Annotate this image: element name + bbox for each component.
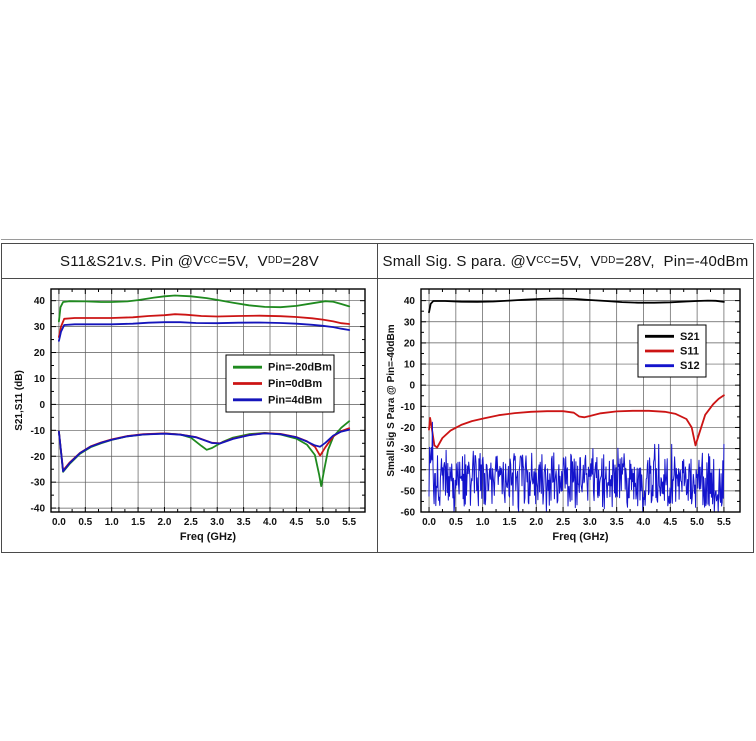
svg-text:2.5: 2.5 — [556, 517, 570, 528]
svg-text:-20: -20 — [401, 423, 416, 434]
chart-left-cell: 0.0 0.5 1.0 1.5 2.0 2.5 3.0 3.5 4.0 4.5 5.0 5.5 -40 -… — [2, 279, 377, 552]
svg-text:2.5: 2.5 — [184, 517, 198, 528]
series-line-S11-Pin4dBm — [58, 428, 351, 473]
series-line-S11-Pin0dBm — [58, 427, 351, 472]
left-chart-title: S11&S21v.s. Pin @V CC =5V, V DD =28V — [60, 252, 319, 270]
grid — [51, 289, 365, 512]
svg-text:20: 20 — [404, 338, 416, 349]
svg-text:5.0: 5.0 — [690, 517, 704, 528]
svg-text:10: 10 — [34, 374, 46, 385]
title-text: =5V, V — [218, 252, 268, 270]
chart-row: 0.0 0.5 1.0 1.5 2.0 2.5 3.0 3.5 4.0 4.5 5.0 5.5 -40 -… — [2, 279, 753, 552]
svg-text:2.0: 2.0 — [529, 517, 543, 528]
svg-text:10: 10 — [404, 360, 416, 371]
legend-label: S12 — [680, 360, 700, 372]
svg-text:2.0: 2.0 — [158, 517, 172, 528]
right-chart-title: Small Sig. S para. @V CC =5V, V DD =28V, Pin… — [377, 244, 753, 278]
chart-s11-s21-vs-pin: 0.0 0.5 1.0 1.5 2.0 2.5 3.0 3.5 4.0 4.5 5.0 5.5 -40 -… — [14, 288, 366, 543]
svg-text:4.0: 4.0 — [263, 517, 277, 528]
series-line-S21-Pin-20dBm — [58, 294, 351, 323]
title-text: Small Sig. S para. @V — [382, 252, 537, 270]
svg-text:-30: -30 — [401, 444, 416, 455]
title-text: =28V, Pin=-40dBm — [615, 252, 749, 270]
svg-text:0: 0 — [39, 400, 45, 411]
legend-label: Pin=-20dBm — [268, 362, 332, 374]
svg-text:3.5: 3.5 — [237, 517, 251, 528]
legend: S21 S11 S12 — [637, 324, 707, 378]
svg-text:40: 40 — [404, 296, 416, 307]
svg-text:5.0: 5.0 — [316, 517, 330, 528]
svg-text:20: 20 — [34, 348, 46, 359]
svg-text:3.5: 3.5 — [610, 517, 624, 528]
svg-text:4.5: 4.5 — [289, 517, 303, 528]
legend-label: S21 — [680, 331, 700, 343]
svg-text:-60: -60 — [401, 508, 416, 519]
title-text: =28V — [282, 252, 319, 270]
svg-text:5.5: 5.5 — [717, 517, 731, 528]
svg-text:40: 40 — [34, 296, 46, 307]
series-group — [428, 297, 725, 512]
svg-text:1.5: 1.5 — [503, 517, 517, 528]
outer-top-rule — [1, 239, 753, 240]
series-line-S11-Pin-20dBm — [58, 420, 351, 488]
plot-frame — [50, 288, 366, 513]
chart-right-cell: 0.0 0.5 1.0 1.5 2.0 2.5 3.0 3.5 4.0 4.5 5.0 5.5 -60 -… — [377, 279, 753, 552]
svg-text:0: 0 — [409, 381, 415, 392]
title-text: S11&S21v.s. Pin @V — [60, 252, 204, 270]
svg-text:30: 30 — [404, 317, 416, 328]
svg-text:0.0: 0.0 — [52, 517, 66, 528]
series-line-S11 — [428, 394, 725, 449]
svg-text:-50: -50 — [401, 486, 416, 497]
s-parameter-results-table: S11&S21v.s. Pin @V CC =5V, V DD =28V Small S… — [1, 243, 754, 553]
tick-labels: 0.0 0.5 1.0 1.5 2.0 2.5 3.0 3.5 4.0 4.5 5.0 5.5 -60 -… — [401, 296, 732, 528]
ticks — [51, 289, 365, 512]
x-axis-label: Freq (GHz) — [180, 531, 237, 543]
svg-text:4.5: 4.5 — [663, 517, 677, 528]
series-line-S12 — [428, 421, 725, 512]
legend-label: Pin=0dBm — [268, 378, 322, 390]
y-axis-label: S21,S11 (dB) — [14, 370, 25, 431]
svg-text:-40: -40 — [31, 504, 46, 515]
svg-text:-30: -30 — [31, 478, 46, 489]
svg-text:1.0: 1.0 — [476, 517, 490, 528]
svg-text:-10: -10 — [31, 426, 46, 437]
legend-label: S11 — [680, 346, 699, 358]
chart-small-signal-s-params: 0.0 0.5 1.0 1.5 2.0 2.5 3.0 3.5 4.0 4.5 5.0 5.5 -60 -… — [386, 288, 741, 543]
plot-frame — [420, 288, 741, 513]
tick-labels: 0.0 0.5 1.0 1.5 2.0 2.5 3.0 3.5 4.0 4.5 5.0 5.5 -40 -… — [31, 296, 357, 528]
title-text: =5V, V — [551, 252, 601, 270]
svg-text:1.5: 1.5 — [131, 517, 145, 528]
series-group — [58, 294, 351, 488]
ticks — [421, 289, 740, 513]
legend: Pin=-20dBm Pin=0dBm Pin=4dBm — [225, 354, 335, 413]
svg-text:0.5: 0.5 — [78, 517, 92, 528]
svg-text:-20: -20 — [31, 452, 46, 463]
series-line-S21-Pin0dBm — [58, 313, 351, 338]
series-line-S21 — [428, 297, 725, 314]
svg-text:4.0: 4.0 — [637, 517, 651, 528]
svg-text:30: 30 — [34, 322, 46, 333]
svg-text:0.5: 0.5 — [449, 517, 463, 528]
svg-text:-40: -40 — [401, 465, 416, 476]
svg-text:3.0: 3.0 — [583, 517, 597, 528]
x-axis-label: Freq (GHz) — [552, 531, 609, 543]
svg-text:3.0: 3.0 — [210, 517, 224, 528]
title-row: S11&S21v.s. Pin @V CC =5V, V DD =28V Small S… — [2, 244, 753, 279]
svg-text:-10: -10 — [401, 402, 416, 413]
svg-text:1.0: 1.0 — [105, 517, 119, 528]
series-line-S21-Pin4dBm — [58, 321, 351, 342]
svg-text:0.0: 0.0 — [422, 517, 436, 528]
legend-label: Pin=4dBm — [268, 394, 322, 406]
svg-text:5.5: 5.5 — [342, 517, 356, 528]
y-axis-label: Small Sig S Para @ Pin=-40dBm — [386, 324, 397, 476]
